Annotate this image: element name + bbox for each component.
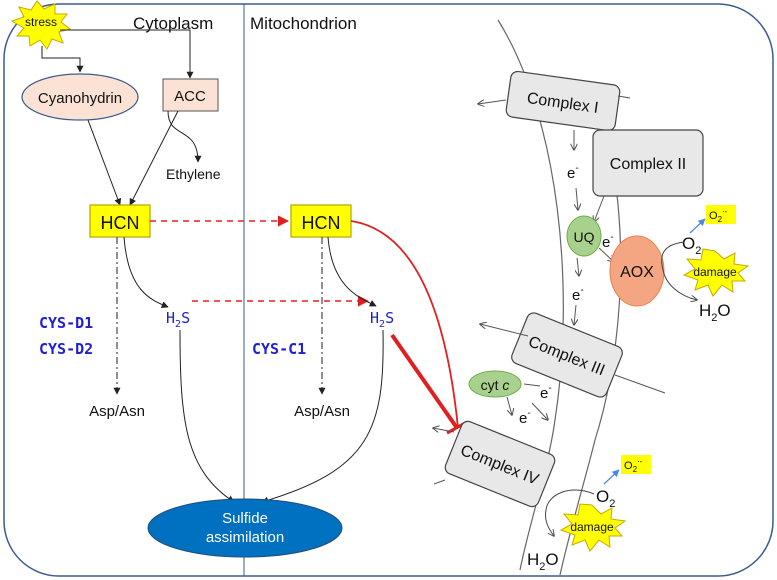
civ-o2-label: O2 <box>596 487 615 510</box>
hcn-mito-label: HCN <box>302 213 341 233</box>
complex-iv-membrane-tick-left <box>433 479 446 485</box>
complex-iv-proton-arrow <box>433 428 455 432</box>
complex-i-proton-arrow <box>478 99 507 104</box>
complex-i-node <box>505 70 621 132</box>
complex-ii-label: Complex II <box>610 156 686 173</box>
cyt-c-to-complex-iv-arrow <box>506 396 512 415</box>
hcn-mito-node <box>290 204 352 238</box>
cyt-c-node <box>468 370 522 398</box>
aox-h2o-label: H2O <box>699 301 731 324</box>
damage-burst-aox <box>682 248 750 297</box>
complex-iii-membrane-tick <box>614 374 666 394</box>
h2s-mito-label: H2S <box>370 309 394 330</box>
electron-label-2: e- <box>572 285 584 304</box>
electron-label-uq: e- <box>602 232 614 251</box>
electron-arrow-6 <box>531 402 548 420</box>
damage-label-aox: damage <box>693 265 737 279</box>
electron-arrow-2 <box>576 187 578 210</box>
stress-burst <box>10 0 72 50</box>
cell-boundary <box>3 3 774 577</box>
hcn-cyto-to-h2s <box>123 236 169 308</box>
electron-label-1: e- <box>567 163 579 182</box>
cyanohydrin-to-hcn <box>87 119 122 206</box>
asp-asn-mito-label: Asp/Asn <box>294 403 350 420</box>
mitochondrion-title: Mitochondrion <box>250 14 357 33</box>
sulfide-assimilation-node <box>147 498 343 558</box>
aox-superoxide-box <box>706 205 736 224</box>
acc-to-ethylene <box>167 110 202 163</box>
complex-ii-node <box>592 129 704 197</box>
hcn-mito-to-h2s <box>327 236 377 307</box>
acc-node <box>162 78 219 112</box>
aox-label: AOX <box>620 264 654 281</box>
civ-o2-to-h2o <box>545 489 595 536</box>
electron-arrow-4 <box>577 257 579 276</box>
uq-node <box>566 215 602 257</box>
cys-c1-label: CYS-C1 <box>252 340 306 358</box>
h2s-mito-to-sulfide <box>261 329 384 504</box>
civ-superoxide-box <box>621 455 651 474</box>
civ-h2o-label: H2O <box>527 550 559 573</box>
stress-to-acc <box>60 29 194 79</box>
uq-label: UQ <box>574 229 595 245</box>
complex-iv-node <box>444 420 556 508</box>
h2s-cyto-to-sulfide <box>179 329 235 503</box>
h2s-cyto-label: H2S <box>166 309 190 330</box>
asp-asn-cyto-label: Asp/Asn <box>89 403 145 420</box>
electron-arrow-3 <box>594 195 605 222</box>
cyt-c-label: cyt c <box>481 377 510 393</box>
aox-superoxide-arrow <box>689 218 706 234</box>
electron-label-3: e- <box>519 408 531 427</box>
ethylene-label: Ethylene <box>166 166 221 182</box>
cyanohydrin-node <box>21 73 139 121</box>
hcn-inhibits-complex-iv <box>350 220 459 429</box>
stress-to-cyanohydrin <box>41 46 84 73</box>
complex-iii-proton-arrow <box>480 324 529 337</box>
cytoplasm-title: Cytoplasm <box>133 14 213 33</box>
damage-label-civ: damage <box>570 520 614 534</box>
aox-o2-label: O2 <box>682 234 701 257</box>
damage-burst-civ <box>559 503 627 552</box>
cyanohydrin-label: Cyanohydrin <box>38 90 122 107</box>
aox-node <box>609 235 665 307</box>
stress-label: stress <box>25 15 57 29</box>
complex-iii-to-cyt-c <box>523 383 541 387</box>
sulfide-label-line2: assimilation <box>206 529 284 546</box>
cys-d2-label: CYS-D2 <box>39 340 93 358</box>
civ-superoxide-label: O2·- <box>624 457 643 474</box>
electron-label-cyt: e- <box>540 383 552 402</box>
sulfide-label-line1: Sulfide <box>222 510 268 527</box>
acc-label: ACC <box>174 88 206 105</box>
acc-to-hcn <box>129 110 179 206</box>
h2s-inhibits-complex-iv <box>390 333 459 430</box>
complex-iii-node <box>511 312 623 398</box>
hcn-cyto-node <box>89 204 151 238</box>
aox-superoxide-label: O2·- <box>709 207 728 224</box>
hcn-cyto-label: HCN <box>101 213 140 233</box>
aox-o2-to-h2o <box>661 241 697 300</box>
electron-arrow-5 <box>574 304 576 325</box>
complex-i-membrane-tick <box>617 95 631 99</box>
civ-superoxide-arrow <box>603 469 620 485</box>
cys-d1-label: CYS-D1 <box>39 314 93 332</box>
